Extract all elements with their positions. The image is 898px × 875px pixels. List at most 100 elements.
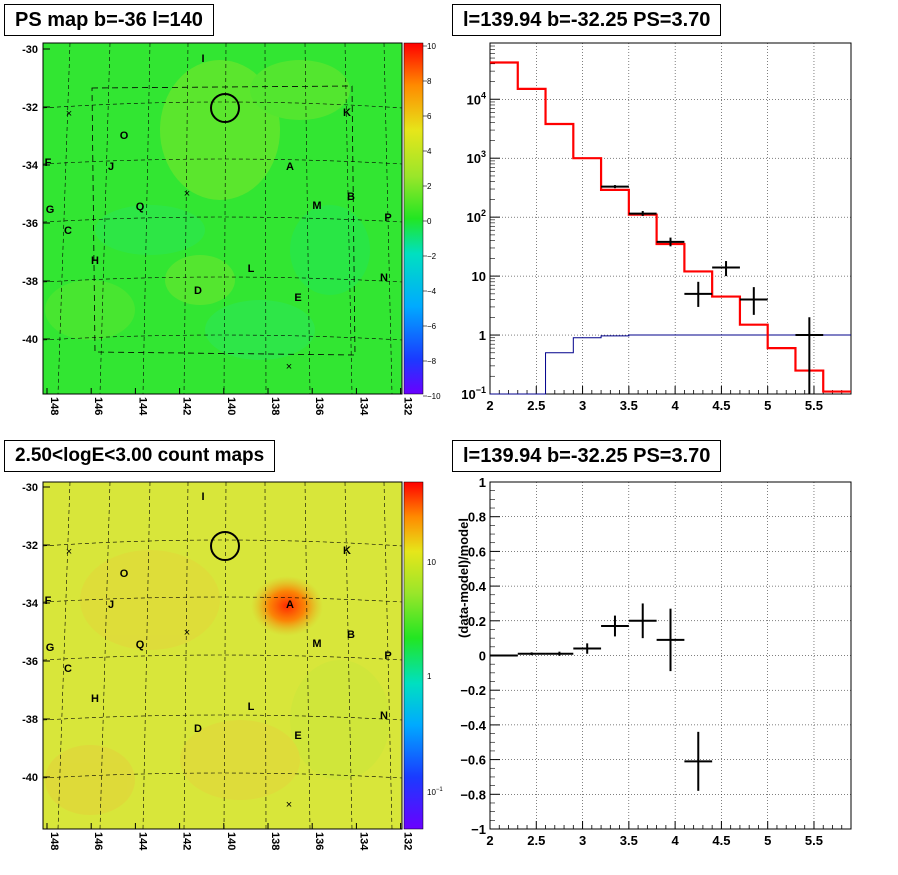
- y-tick-label: 0.6: [468, 544, 486, 559]
- count-map-background: [43, 482, 402, 829]
- x-tick-label: 146: [92, 397, 104, 415]
- x-tick-label: 5: [764, 398, 771, 413]
- y-tick-label: 102: [467, 208, 486, 225]
- source-label-J: J: [108, 161, 114, 173]
- residual-point: [656, 608, 685, 672]
- y-tick-label: -40: [22, 334, 38, 346]
- residual-title: l=139.94 b=-32.25 PS=3.70: [452, 440, 722, 472]
- source-label-G: G: [46, 204, 55, 216]
- ps-map-source-labels: I K O J A F B M G Q P C H L N D E: [45, 53, 392, 304]
- data-point: [712, 261, 740, 277]
- y-tick-label: -30: [22, 44, 38, 56]
- source-label-M: M: [312, 200, 321, 212]
- ps-map-title: PS map b=-36 l=140: [4, 4, 214, 36]
- y-tick-label: 0.2: [468, 614, 486, 629]
- colorbar-tick-0.1: 10−1: [427, 787, 443, 797]
- source-label-I: I: [201, 53, 204, 65]
- model-histogram: [490, 61, 851, 393]
- count-map-title: 2.50<logE<3.00 count maps: [4, 440, 276, 472]
- ps-map-texture: [45, 60, 370, 360]
- count-map-texture: [45, 550, 390, 815]
- ps-map-colorbar: [403, 42, 424, 395]
- y-tick-label: 1: [479, 475, 486, 490]
- residual-panel: 2 2.5 3 3.5 4 4.5 5 5.5 −1 −0.8 −0.6 −0.4 −0.2 0 0.2 0.…: [456, 475, 852, 848]
- y-tick-label: 1: [479, 328, 486, 343]
- source-label-D: D: [194, 723, 202, 735]
- residual-point: [545, 651, 574, 656]
- y-tick-label: −0.4: [460, 718, 486, 733]
- y-tick-base: 10: [467, 210, 481, 225]
- y-tick-label: -36: [22, 656, 38, 668]
- source-label-B: B: [347, 191, 355, 203]
- data-point: [656, 237, 685, 247]
- x-tick-label: 138: [269, 832, 281, 850]
- residual-points: [490, 603, 713, 791]
- source-label-G: G: [46, 642, 55, 654]
- count-map-colorbar-ticks: 10 1 10−1: [427, 558, 443, 797]
- source-label-P: P: [384, 212, 391, 224]
- y-tick-exponent: −1: [476, 385, 486, 395]
- source-label-C: C: [64, 663, 72, 675]
- source-label-P: P: [384, 650, 391, 662]
- source-label-E: E: [294, 292, 301, 304]
- residual-point: [601, 615, 629, 637]
- source-label-O: O: [120, 130, 129, 142]
- y-tick-label: -34: [22, 598, 39, 610]
- source-label-L: L: [248, 701, 255, 713]
- source-label-N: N: [380, 272, 388, 284]
- y-tick-exponent: 2: [481, 208, 486, 218]
- ps-map-y-ticks: -30 -32 -34 -36 -38 -40: [22, 44, 50, 346]
- x-tick-label: 2.5: [527, 398, 545, 413]
- spectrum-series: [490, 61, 851, 395]
- source-label-K: K: [343, 107, 351, 119]
- y-tick-label: -36: [22, 218, 38, 230]
- y-tick-base: 10: [461, 387, 475, 402]
- source-label-J: J: [108, 599, 114, 611]
- source-label-O: O: [120, 568, 129, 580]
- x-tick-label: 5.5: [805, 398, 823, 413]
- x-tick-label: 144: [136, 397, 148, 416]
- y-tick-label: 104: [467, 90, 486, 107]
- y-tick-base: 10: [467, 92, 481, 107]
- y-tick-label: -40: [22, 772, 38, 784]
- count-map-hotspot: [251, 576, 323, 636]
- source-label-I: I: [201, 491, 204, 503]
- y-tick-label: −1: [471, 822, 486, 837]
- y-tick-label: −0.6: [460, 753, 486, 768]
- spectrum-grid: [490, 43, 851, 394]
- x-tick-label: 146: [92, 832, 104, 850]
- x-tick-label: 4: [672, 833, 680, 848]
- y-tick-label: -30: [22, 482, 38, 494]
- source-label-A: A: [286, 599, 294, 611]
- x-tick-label: 134: [357, 832, 369, 851]
- source-label-D: D: [194, 285, 202, 297]
- x-tick-label: 4.5: [712, 833, 730, 848]
- x-tick-label: 134: [357, 397, 369, 416]
- spectrum-frame: [489, 42, 852, 395]
- source-label-Q: Q: [136, 639, 145, 651]
- colorbar-tick-label: 6: [427, 112, 432, 121]
- x-tick-label: 132: [402, 397, 414, 415]
- ps-map-cross-marker: ×: [184, 188, 190, 200]
- x-tick-label: 148: [48, 832, 60, 850]
- colorbar-tick-label: −2: [427, 252, 437, 261]
- residual-y-axis-label: (data-model)/model: [456, 518, 471, 638]
- residual-point: [628, 603, 657, 639]
- spectrum-title: l=139.94 b=-32.25 PS=3.70: [452, 4, 722, 36]
- x-tick-label: 3.5: [620, 833, 638, 848]
- ps-map-x-ticks: 148 146 144 142 140 138 136 134 132: [46, 388, 414, 416]
- residual-point: [684, 731, 713, 791]
- count-map-colorbar: [403, 481, 424, 830]
- y-tick-label: 10−1: [461, 385, 486, 402]
- source-label-Q: Q: [136, 201, 145, 213]
- source-label-H: H: [91, 693, 99, 705]
- residual-point: [573, 643, 602, 654]
- x-tick-label: 148: [48, 397, 60, 415]
- x-tick-label: 4: [672, 398, 680, 413]
- x-tick-label: 138: [269, 397, 281, 415]
- residual-point: [490, 654, 518, 657]
- colorbar-tick-label: 0: [427, 217, 432, 226]
